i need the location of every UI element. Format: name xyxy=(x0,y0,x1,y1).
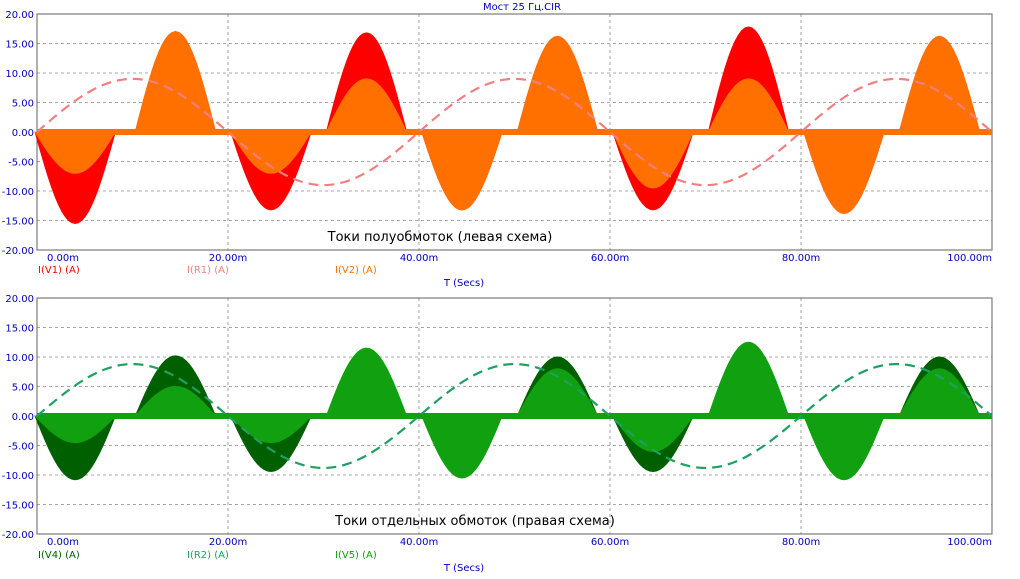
pulse-mark xyxy=(803,131,885,214)
y-tick-label: 5.00 xyxy=(12,99,34,110)
x-tick-label: 80.00m xyxy=(782,253,820,264)
y-tick-label: -15.00 xyxy=(2,501,34,512)
x-tick-label: 20.00m xyxy=(209,537,247,548)
x-axis-label: T (Secs) xyxy=(443,563,484,574)
x-tick-label: 60.00m xyxy=(591,253,629,264)
pulse-mark xyxy=(325,347,408,417)
pulse-mark xyxy=(33,415,117,444)
pulse-mark xyxy=(325,78,408,133)
pulse-mark xyxy=(516,35,599,133)
y-tick-label: 0.00 xyxy=(12,128,34,139)
pulse-mark xyxy=(612,415,695,452)
series-1-line xyxy=(36,362,993,470)
series-layer xyxy=(33,341,993,481)
x-tick-label: 40.00m xyxy=(400,537,438,548)
y-tick-label: -20.00 xyxy=(2,530,34,541)
y-tick-label: 10.00 xyxy=(5,69,34,80)
y-tick-label: 20.00 xyxy=(5,10,34,21)
pulse-mark xyxy=(898,35,981,133)
x-tick-label: 100.00m xyxy=(947,537,992,548)
y-tick-label: 15.00 xyxy=(5,324,34,335)
legend-entry: I(R1) (A) xyxy=(187,265,229,276)
pulse-mark xyxy=(421,415,503,479)
y-tick-label: -15.00 xyxy=(2,217,34,228)
y-tick-label: 5.00 xyxy=(12,383,34,394)
pulse-mark xyxy=(612,131,694,189)
pulse-mark xyxy=(516,368,599,417)
y-tick-label: 10.00 xyxy=(5,353,34,364)
series-layer xyxy=(34,26,993,224)
x-tick-label: 100.00m xyxy=(947,253,992,264)
legend-entry: I(V2) (A) xyxy=(335,265,377,276)
x-tick-label: 20.00m xyxy=(209,253,247,264)
bottom-plot-panel: 20.00 15.00 10.00 5.00 0.00 -5.00 -10.00 -15.00… xyxy=(2,294,993,574)
y-tick-label: -10.00 xyxy=(2,471,34,482)
legend-entry: I(R2) (A) xyxy=(187,550,229,561)
x-tick-label: 80.00m xyxy=(782,537,820,548)
window-title: Мост 25 Гц.CIR xyxy=(483,2,561,13)
series-2 xyxy=(33,341,992,481)
plot-annotation: Токи полуобмоток (левая схема) xyxy=(327,230,553,245)
top-plot-panel: 20.00 15.00 10.00 5.00 0.00 -5.00 -10.00 -15.00… xyxy=(2,10,993,289)
pulse-mark xyxy=(230,131,312,174)
pulse-mark xyxy=(134,31,217,133)
legend-entry: I(V1) (A) xyxy=(38,265,80,276)
plot-annotation: Токи отдельных обмоток (правая схема) xyxy=(334,514,615,529)
x-tick-label: 60.00m xyxy=(591,537,629,548)
x-axis-label: T (Secs) xyxy=(443,278,484,289)
y-tick-label: 0.00 xyxy=(12,412,34,423)
y-tick-label: -5.00 xyxy=(8,158,34,169)
x-tick-label: 0.00m xyxy=(47,253,79,264)
pulse-mark xyxy=(707,341,790,417)
pulse-mark xyxy=(421,131,503,211)
x-tick-label: 40.00m xyxy=(400,253,438,264)
series-1-line xyxy=(36,77,993,187)
pulse-mark xyxy=(134,385,217,417)
pulse-mark xyxy=(803,415,885,481)
pulse-mark xyxy=(707,78,790,133)
y-tick-label: 20.00 xyxy=(5,294,34,305)
pulse-mark xyxy=(34,131,117,174)
y-tick-label: 15.00 xyxy=(5,40,34,51)
series-2 xyxy=(34,31,992,214)
legend-entry: I(V5) (A) xyxy=(335,550,377,561)
legend-entry: I(V4) (A) xyxy=(38,550,80,561)
y-tick-label: -10.00 xyxy=(2,187,34,198)
y-tick-label: -5.00 xyxy=(8,442,34,453)
y-tick-label: -20.00 xyxy=(2,246,34,257)
x-tick-label: 0.00m xyxy=(47,537,79,548)
